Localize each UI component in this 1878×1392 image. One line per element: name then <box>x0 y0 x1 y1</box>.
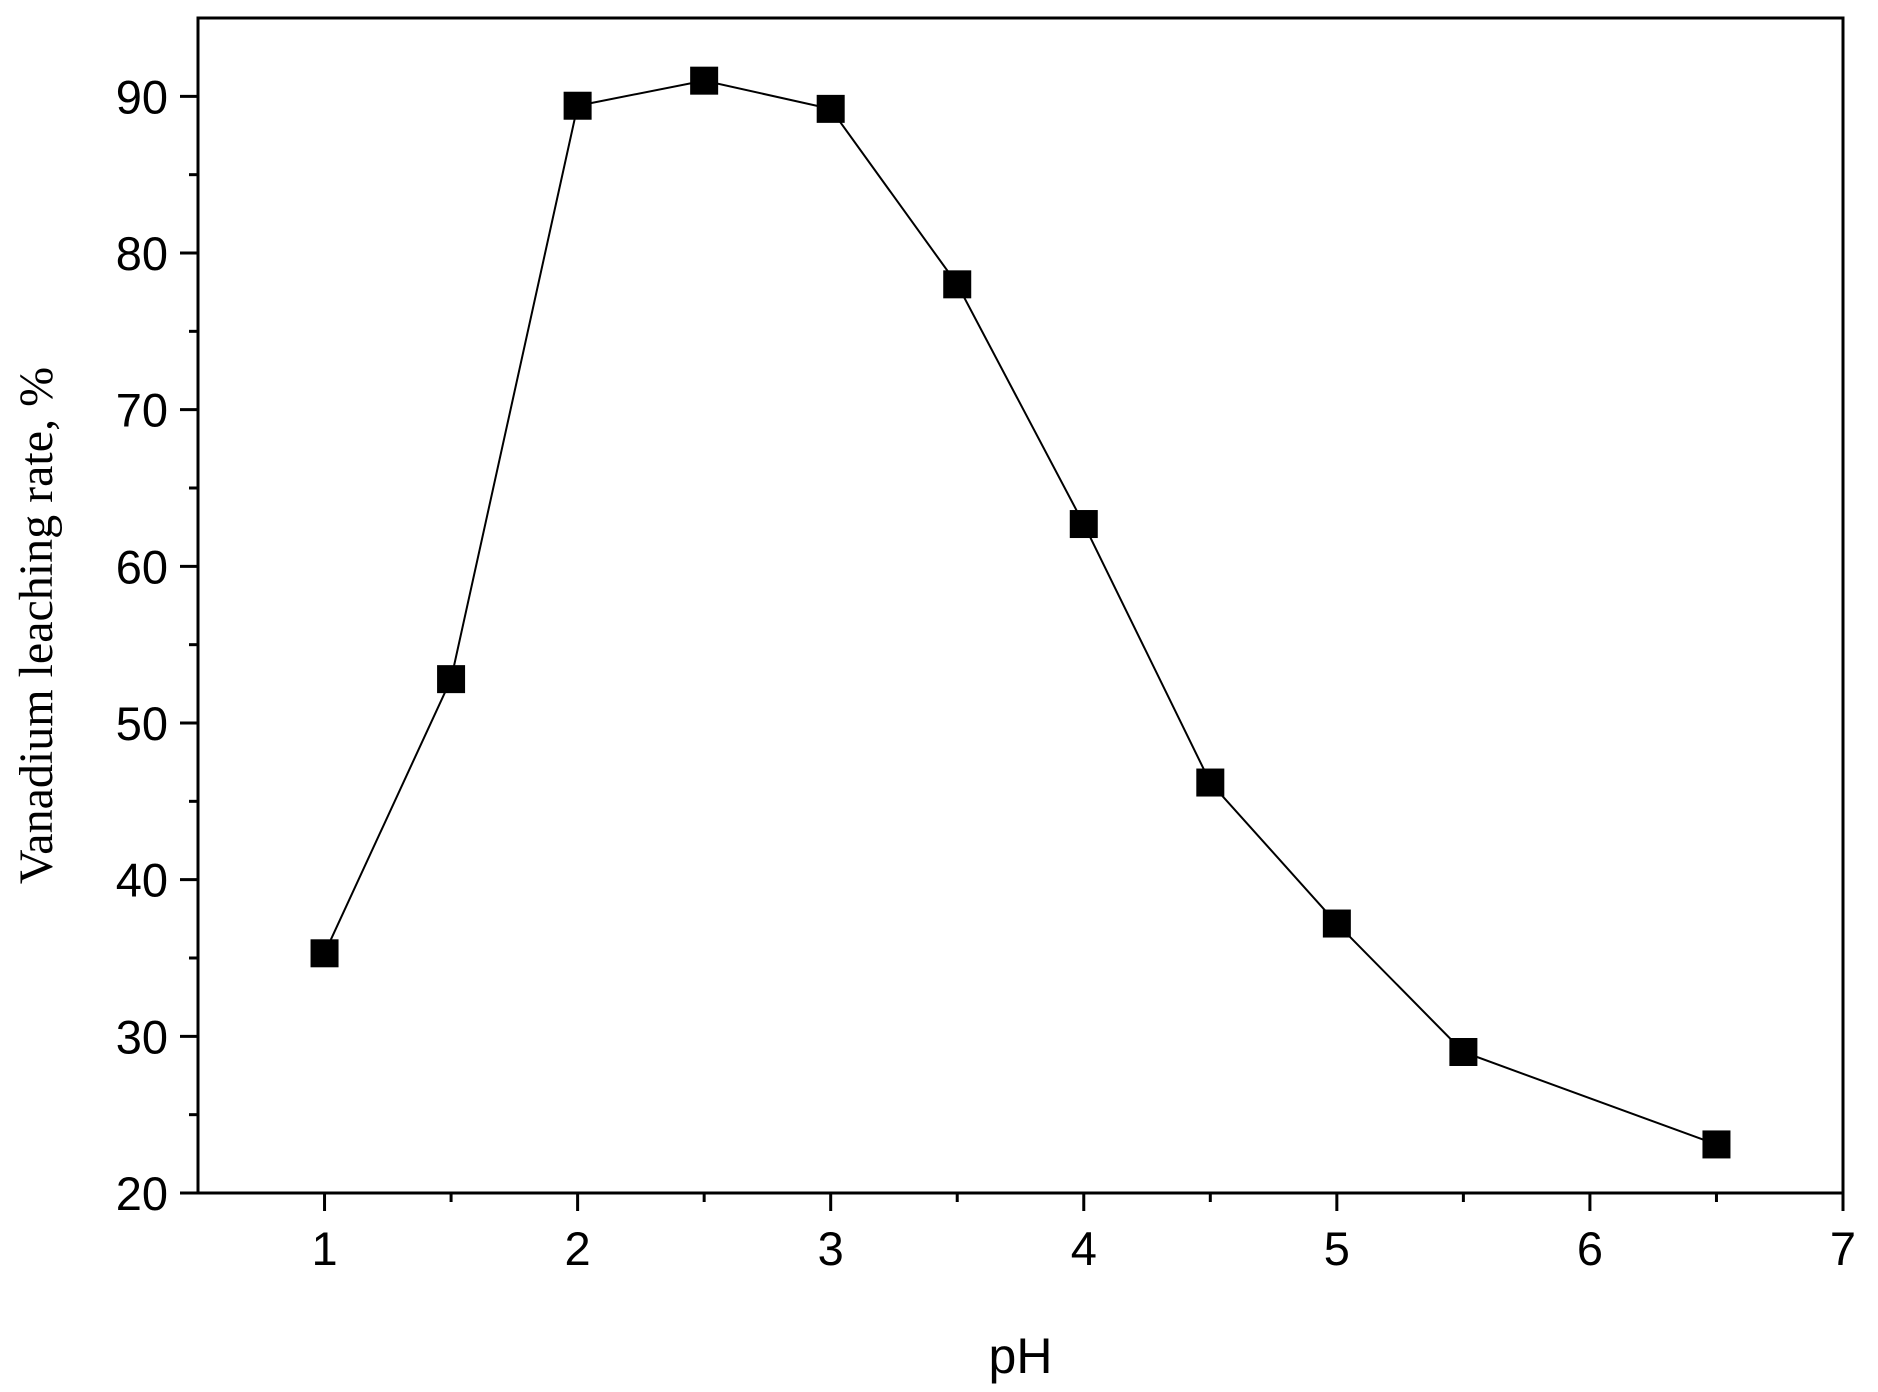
data-point-marker <box>690 66 719 95</box>
data-point-marker <box>437 665 466 694</box>
data-point-marker <box>1322 909 1351 938</box>
y-tick-label: 40 <box>116 854 168 907</box>
data-point-marker <box>943 270 972 299</box>
y-tick-label: 50 <box>116 697 168 750</box>
axis-ticks <box>180 94 1845 1211</box>
y-tick-label: 70 <box>116 384 168 437</box>
plot-frame <box>196 16 1845 1195</box>
y-tick-label: 80 <box>116 227 168 280</box>
y-tick-label: 20 <box>116 1167 168 1220</box>
x-tick-label: 5 <box>1324 1222 1350 1275</box>
x-tick-label: 4 <box>1071 1222 1097 1275</box>
axis-tick-labels: 1 2 3 4 5 6 7 20 30 40 50 60 70 80 90 <box>116 70 1856 1275</box>
x-tick-label: 6 <box>1577 1222 1603 1275</box>
series-line <box>323 79 1717 1146</box>
data-point-marker <box>1449 1038 1478 1066</box>
data-series <box>310 66 1731 1159</box>
data-point-marker <box>563 91 592 120</box>
plot-border <box>196 16 1845 1195</box>
data-point-marker <box>816 94 845 123</box>
data-point-marker <box>1702 1130 1731 1159</box>
data-point-marker <box>1196 768 1225 797</box>
y-tick-label: 90 <box>116 70 168 123</box>
x-tick-label: 1 <box>311 1222 337 1275</box>
data-point-marker <box>310 939 339 968</box>
y-tick-label: 60 <box>116 540 168 593</box>
x-axis-title: pH <box>989 1328 1053 1384</box>
data-point-marker <box>1069 510 1098 539</box>
x-tick-label: 2 <box>565 1222 591 1275</box>
y-tick-label: 30 <box>116 1010 168 1063</box>
x-tick-label: 7 <box>1830 1222 1856 1275</box>
x-tick-label: 3 <box>818 1222 844 1275</box>
y-axis-title: Vanadium leaching rate, % <box>10 367 63 884</box>
